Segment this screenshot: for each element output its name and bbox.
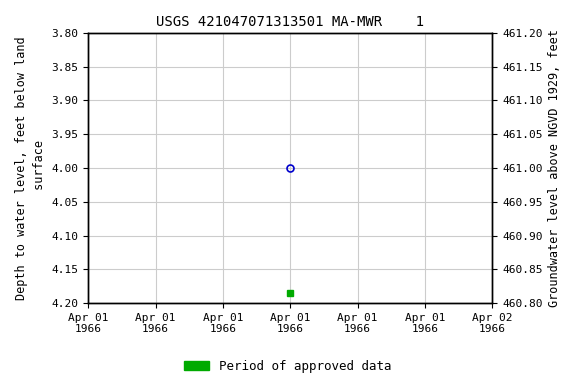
Y-axis label: Depth to water level, feet below land
 surface: Depth to water level, feet below land su… — [15, 36, 46, 300]
Title: USGS 421047071313501 MA-MWR    1: USGS 421047071313501 MA-MWR 1 — [156, 15, 425, 29]
Legend: Period of approved data: Period of approved data — [179, 355, 397, 378]
Y-axis label: Groundwater level above NGVD 1929, feet: Groundwater level above NGVD 1929, feet — [548, 29, 561, 307]
